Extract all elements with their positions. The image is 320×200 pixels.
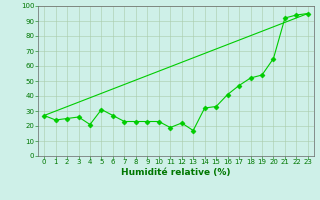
X-axis label: Humidité relative (%): Humidité relative (%): [121, 168, 231, 177]
